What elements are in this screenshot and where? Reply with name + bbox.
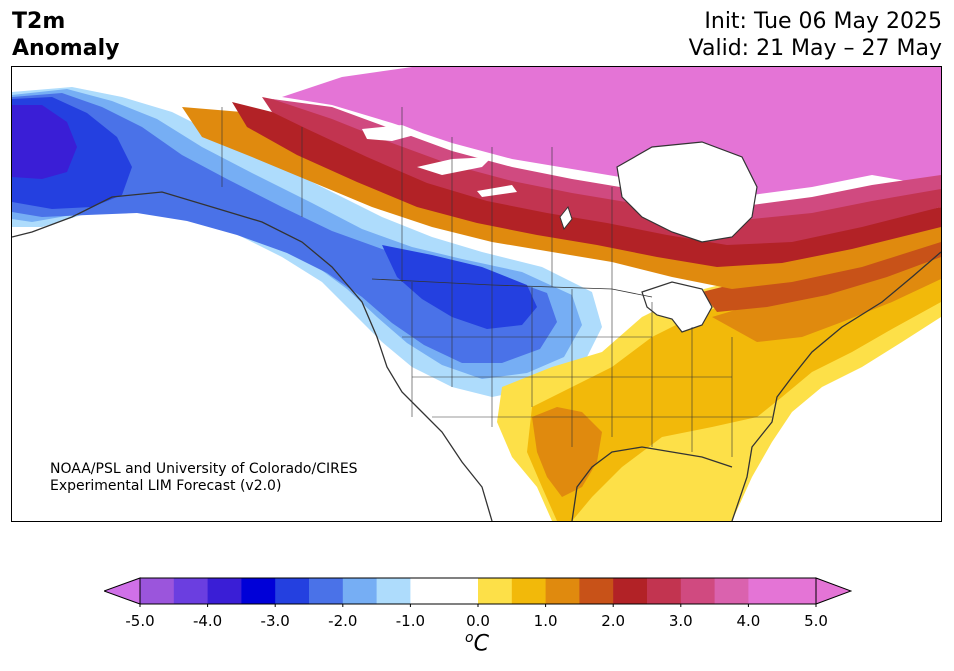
colorbar-segment (410, 578, 445, 604)
credit-line-2: Experimental LIM Forecast (v2.0) (50, 478, 282, 494)
colorbar-segment (647, 578, 682, 604)
coastline-west (12, 191, 493, 521)
colorbar-segment (342, 578, 378, 604)
colorbar-segment (140, 578, 175, 604)
extreme-plus-canada (282, 67, 941, 195)
us-canada-border (371, 278, 653, 298)
colorbar-tick-label: -2.0 (328, 612, 358, 630)
colorbar-segment (579, 578, 614, 604)
state-lines (402, 282, 772, 457)
colorbar-segment (173, 578, 209, 604)
canada-province-lines (221, 107, 613, 289)
colorbar-segment (275, 578, 310, 604)
unit-celsius: C (473, 631, 489, 657)
colorbar-tick-label: 2.0 (601, 612, 626, 630)
colorbar-tick-label: 3.0 (668, 612, 693, 630)
map-panel: NOAA/PSL and University of Colorado/CIRE… (11, 66, 942, 522)
colorbar-over-arrow (815, 577, 852, 605)
warm-warmer-texas (532, 407, 602, 497)
hudson-bay (616, 141, 758, 243)
colorbar-tick-label: -5.0 (125, 612, 155, 630)
colorbar-under-arrow (104, 577, 141, 605)
colorbar-segment (545, 578, 580, 604)
colorbar-segment (207, 578, 242, 604)
colorbar-segment (309, 578, 344, 604)
forecast-dates: Init: Tue 06 May 2025 Valid: 21 May – 27… (689, 8, 942, 62)
colorbar-segment (782, 578, 817, 604)
colorbar-tick-label: 4.0 (736, 612, 761, 630)
colorbar-tick-label: 1.0 (533, 612, 558, 630)
extreme-magenta-canada (272, 99, 941, 219)
colorbar-segment (241, 578, 276, 604)
lake-winnipeg (559, 205, 573, 231)
anomaly-map (12, 67, 941, 521)
unit-label: oC (447, 630, 507, 656)
colorbar-tick-label: -3.0 (260, 612, 290, 630)
valid-date: Valid: 21 May – 27 May (688, 36, 942, 61)
credit-line-1: NOAA/PSL and University of Colorado/CIRE… (50, 461, 358, 477)
arctic-water-1 (362, 125, 422, 141)
colorbar (104, 577, 852, 607)
colorbar-segment (376, 578, 411, 604)
colorbar-tick-label: -4.0 (192, 612, 223, 630)
title-line-1: T2m (12, 9, 66, 34)
colorbar-segment (714, 578, 749, 604)
init-date: Init: Tue 06 May 2025 (704, 9, 942, 34)
unit-degree: o (465, 630, 474, 646)
colorbar-segment (478, 578, 513, 604)
arctic-water-2 (417, 157, 492, 175)
coastline-east (731, 251, 941, 521)
colorbar-segment (613, 578, 648, 604)
colorbar-tick-label: -1.0 (395, 612, 426, 630)
colorbar-segment (511, 578, 547, 604)
colorbar-segment (748, 578, 783, 604)
arctic-water-3 (477, 185, 517, 197)
map-title: T2m Anomaly (12, 8, 119, 62)
colorbar-segment (680, 578, 716, 604)
title-line-2: Anomaly (12, 36, 120, 61)
warm-warm-southeast (527, 262, 941, 521)
cold-deep-alaska (12, 105, 77, 179)
colorbar-segment (444, 578, 479, 604)
colorbar-tick-label: 0.0 (466, 612, 490, 630)
very-hot-band-canada (232, 102, 941, 267)
gulf-coast (571, 446, 733, 521)
cold-strong-plains (382, 245, 537, 329)
colorbar-tick-label: 5.0 (804, 612, 828, 630)
credit-text: NOAA/PSL and University of Colorado/CIRE… (50, 461, 358, 495)
extreme-band-canada (262, 97, 941, 245)
